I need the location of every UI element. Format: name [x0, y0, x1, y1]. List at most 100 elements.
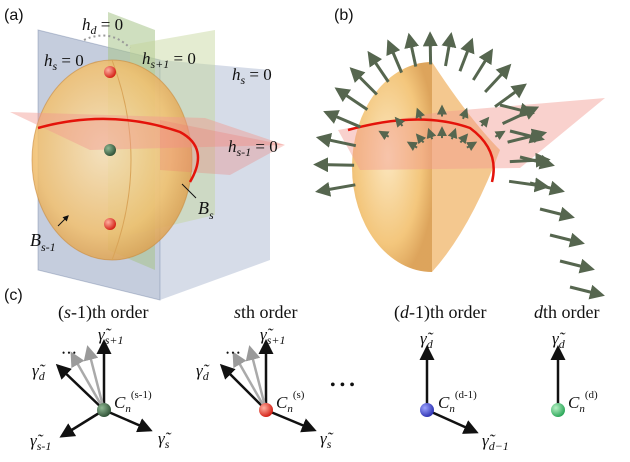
field-arrow-inner: [457, 133, 469, 145]
field-arrow-right: [529, 180, 565, 196]
arrow-gray1-2: [232, 351, 268, 411]
field-arrow: [386, 39, 403, 74]
plane-hsm1: [10, 112, 285, 150]
label-node-3: Cn(d-1): [438, 389, 477, 415]
field-arrow-inner: [459, 107, 469, 120]
field-arrow: [334, 87, 369, 111]
arrow-right-3: [426, 408, 479, 434]
label-right-1: γ̃s: [158, 429, 172, 451]
field-arrow-inner: [378, 130, 390, 141]
field-arrow: [458, 37, 475, 72]
half-ball-cut: [432, 62, 500, 272]
column-s-minus-1: (s-1)th order • • • γ̃s+1 γ̃d γ̃s γ̃s-1 …: [30, 302, 172, 453]
label-up-2: γ̃s+1: [260, 325, 285, 347]
field-arrows: [313, 31, 605, 300]
label-hs-left: hs = 0: [44, 51, 84, 73]
label-node-1: Cn(s-1): [114, 389, 152, 415]
plane-hsm1-front: [160, 120, 285, 175]
field-arrow-right: [499, 102, 535, 118]
field-arrow: [323, 110, 361, 129]
label-hs-right: hs = 0: [232, 65, 272, 87]
panel-b: (b): [313, 7, 605, 300]
label-Bs: Bs: [198, 198, 214, 222]
label-right-2: γ̃s: [320, 429, 334, 451]
column-d: dth order γ̃d Cn(d): [534, 302, 599, 417]
arrow-gray2-2: [245, 345, 268, 411]
label-down-1: γ̃s-1: [30, 431, 51, 453]
ball-meridian: [111, 59, 132, 261]
node-2: [259, 403, 273, 417]
field-arrow-right: [519, 154, 555, 170]
panel-a: (a) hd = 0 hs = 0 hs+1 = 0: [4, 7, 285, 301]
label-node-4: Cn(d): [568, 389, 598, 415]
field-arrow-right: [549, 232, 585, 248]
dotted-arc: [83, 34, 131, 49]
label-hd: hd = 0: [82, 15, 123, 37]
label-node-2: Cn(s): [276, 389, 305, 415]
field-arrow-inner: [426, 127, 437, 140]
field-arrow-right: [539, 206, 575, 222]
arrow-left-1: [55, 363, 105, 411]
leader-Bs: [181, 183, 197, 199]
field-arrow-right: [569, 284, 605, 300]
dots-1: • • •: [62, 348, 76, 358]
field-arrow-inner: [466, 141, 478, 151]
panel-a-label: (a): [4, 7, 24, 24]
dots-2: • • •: [226, 348, 240, 358]
curve-b: [347, 118, 495, 183]
node-4: [551, 403, 565, 417]
field-arrow: [313, 157, 355, 173]
arrow-gray2-1: [83, 345, 106, 411]
curve-Bs: [37, 117, 200, 183]
label-left-1: γ̃d: [32, 361, 46, 383]
field-arrow-inner: [415, 133, 427, 145]
field-arrow: [484, 63, 512, 94]
arrow-right-2: [265, 408, 317, 433]
label-left-2: γ̃d: [196, 361, 210, 383]
arrow-left-2: [219, 363, 267, 411]
point-center-green: [104, 144, 116, 156]
arrow-gray1-1: [70, 351, 106, 411]
arrow-down-1: [59, 408, 105, 438]
ellipsis: • • •: [330, 377, 355, 394]
label-hs1: hs+1 = 0: [142, 49, 196, 71]
field-arrow-inner: [406, 141, 418, 151]
label-right-3: γ̃d−1: [482, 431, 509, 453]
order-title-1: (s-1)th order: [58, 302, 148, 323]
column-s: sth order • • • γ̃s+1 γ̃d γ̃s Cn(s): [196, 302, 334, 451]
panel-b-label: (b): [334, 7, 354, 24]
field-arrow-inner: [447, 127, 458, 140]
field-arrow-inner: [415, 107, 425, 120]
label-Bsm1: Bs-1: [30, 230, 56, 254]
field-arrow: [367, 50, 390, 83]
point-bottom-red: [104, 218, 116, 230]
label-up-3: γ̃d: [420, 329, 434, 351]
order-title-4: dth order: [534, 302, 599, 322]
plane-hs-right: [160, 60, 270, 300]
field-arrow: [315, 181, 356, 197]
field-arrow-inner: [394, 116, 405, 128]
panel-c-label: (c): [4, 287, 23, 304]
field-arrow: [441, 32, 457, 67]
column-d-minus-1: (d-1)th order γ̃d γ̃d−1 Cn(d-1): [394, 302, 509, 453]
label-up-4: γ̃d: [552, 329, 566, 351]
field-arrow: [315, 132, 357, 148]
field-arrow: [422, 31, 438, 65]
leader-Bsm1: [57, 215, 69, 227]
node-3: [420, 403, 434, 417]
half-ball: [352, 62, 432, 272]
order-title-2: sth order: [234, 302, 298, 322]
node-1: [97, 403, 111, 417]
arrow-right-1: [103, 408, 153, 433]
field-arrow-inner: [479, 116, 490, 128]
field-arrow: [404, 32, 420, 67]
field-arrow: [494, 83, 527, 108]
panel-c: (c) (s-1)th order • • • γ̃s+1 γ̃d γ̃s γ̃…: [4, 287, 599, 453]
label-up-1: γ̃s+1: [98, 325, 123, 347]
field-arrow-inner: [494, 130, 506, 141]
field-arrow-right: [559, 258, 595, 274]
label-hsm1: hs-1 = 0: [228, 137, 278, 159]
order-title-3: (d-1)th order: [394, 302, 486, 323]
field-arrow: [472, 48, 493, 81]
